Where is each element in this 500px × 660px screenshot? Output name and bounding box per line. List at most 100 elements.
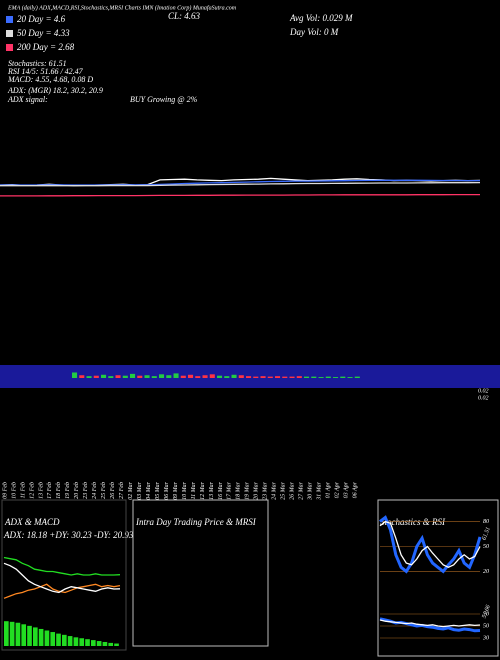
x-tick-label: 19 Mar xyxy=(245,481,251,499)
y-tick-label: 50 xyxy=(483,623,489,629)
macd-bar xyxy=(21,624,27,646)
x-tick-label: 30 Mar xyxy=(308,481,314,500)
macd-bar xyxy=(27,625,32,646)
x-tick-label: 19 Feb xyxy=(65,482,71,499)
y-tick-label: 0.02 xyxy=(478,388,489,394)
volume-bar xyxy=(101,374,107,378)
x-tick-label: 17 Mar xyxy=(227,481,233,499)
volume-bar xyxy=(340,376,346,378)
x-tick-label: 03 Mar xyxy=(137,481,143,499)
volume-bar xyxy=(238,375,244,378)
volume-bar xyxy=(93,375,99,378)
volume-bar xyxy=(325,376,331,378)
x-tick-label: 12 Mar xyxy=(200,481,206,499)
legend-swatch xyxy=(6,16,13,23)
macd-bar xyxy=(4,621,9,646)
x-tick-label: 13 Mar xyxy=(209,481,215,499)
volume-bar xyxy=(188,374,194,378)
macd-bar xyxy=(91,640,96,646)
volume-bar xyxy=(72,372,78,378)
volume-bar xyxy=(151,376,157,378)
x-tick-label: 24 Mar xyxy=(271,481,278,499)
x-tick-label: 26 Mar xyxy=(290,481,296,499)
volume-bar xyxy=(209,374,215,378)
series-line xyxy=(0,193,480,197)
panel-title: Stochastics & RSI xyxy=(380,517,446,527)
volume-bar xyxy=(79,375,85,378)
x-tick-label: 03 Apr xyxy=(343,481,349,498)
volume-bar xyxy=(180,375,186,378)
volume-bar xyxy=(354,376,360,378)
x-tick-label: 02 Apr xyxy=(334,481,340,498)
intraday-frame xyxy=(132,499,269,647)
volume-bar xyxy=(115,375,121,378)
series-line xyxy=(3,556,121,576)
x-tick-label: 16 Mar xyxy=(218,481,224,499)
stoch-frame xyxy=(377,499,499,657)
adx-values: ADX: 18.18 +DY: 30.23 -DY: 20.93 xyxy=(3,530,134,540)
series-line xyxy=(379,515,482,574)
macd-bar xyxy=(67,636,73,646)
rsi-info: RSI 14/5: 51.66 / 42.47 xyxy=(7,67,84,76)
x-tick-label: 06 Apr xyxy=(352,481,358,498)
y-tick-label: 20 xyxy=(483,569,489,575)
macd-bar xyxy=(108,642,114,646)
series-line xyxy=(3,583,121,599)
macd-bar xyxy=(15,622,21,646)
x-tick-label: 25 Feb xyxy=(101,482,107,499)
y-tick-label: 80 xyxy=(483,519,489,525)
volume-bar xyxy=(267,376,273,378)
volume-bar xyxy=(173,373,179,378)
volume-bar xyxy=(195,376,201,378)
legend-swatch xyxy=(6,44,13,51)
adx-info: ADX: (MGR) 18.2, 30.2, 20.9 xyxy=(7,86,103,95)
volume-bar xyxy=(130,373,136,378)
x-tick-label: 12 Feb xyxy=(29,482,35,499)
volume-bar xyxy=(318,377,324,378)
legend-label: 20 Day = 4.6 xyxy=(17,14,66,24)
macd-bar xyxy=(79,638,85,646)
value-note: 51.66 xyxy=(482,604,492,619)
volume-bar xyxy=(296,376,302,378)
volume-bar xyxy=(275,376,281,378)
macd-bar xyxy=(62,634,67,646)
y-tick-label: 50 xyxy=(483,544,489,550)
volume-bar xyxy=(347,377,353,378)
x-tick-label: 31 Mar xyxy=(316,481,322,500)
series-line xyxy=(379,520,481,569)
x-tick-label: 17 Feb xyxy=(47,482,53,499)
volume-bar xyxy=(260,376,266,378)
volume-bar xyxy=(282,376,288,378)
volume-bar xyxy=(304,376,310,378)
volume-bar xyxy=(166,375,172,378)
macd-bar xyxy=(56,633,61,646)
volume-bar xyxy=(289,376,295,378)
adx-signal: ADX signal: xyxy=(7,95,48,104)
volume-bar xyxy=(253,376,259,378)
x-tick-label: 11 Mar xyxy=(191,481,197,499)
avg-vol: Avg Vol: 0.029 M xyxy=(289,13,353,23)
y-tick-label: 30 xyxy=(482,635,489,641)
x-tick-label: 23 Mar xyxy=(263,481,269,499)
volume-bar xyxy=(159,374,165,378)
volume-bar xyxy=(137,375,143,378)
volume-bar xyxy=(86,376,92,378)
x-tick-label: 27 Feb xyxy=(119,482,125,499)
panel-title: Intra Day Trading Price & MRSI xyxy=(135,517,257,527)
x-tick-label: 09 Mar xyxy=(173,481,179,499)
x-tick-label: 18 Mar xyxy=(236,481,242,499)
panel-title: ADX & MACD xyxy=(4,517,60,527)
macd-bar xyxy=(44,630,50,646)
x-tick-label: 13 Feb xyxy=(38,482,44,499)
macd-bar xyxy=(33,627,38,646)
series-line xyxy=(0,179,480,186)
legend-label: 200 Day = 2.68 xyxy=(17,42,75,52)
x-tick-label: 01 Apr xyxy=(325,481,331,498)
x-tick-label: 23 Feb xyxy=(83,482,89,499)
x-tick-label: 04 Mar xyxy=(145,481,152,499)
series-line xyxy=(3,562,121,594)
macd-bar xyxy=(114,643,119,646)
macd-bar xyxy=(73,637,79,646)
x-tick-label: 05 Mar xyxy=(155,481,161,499)
